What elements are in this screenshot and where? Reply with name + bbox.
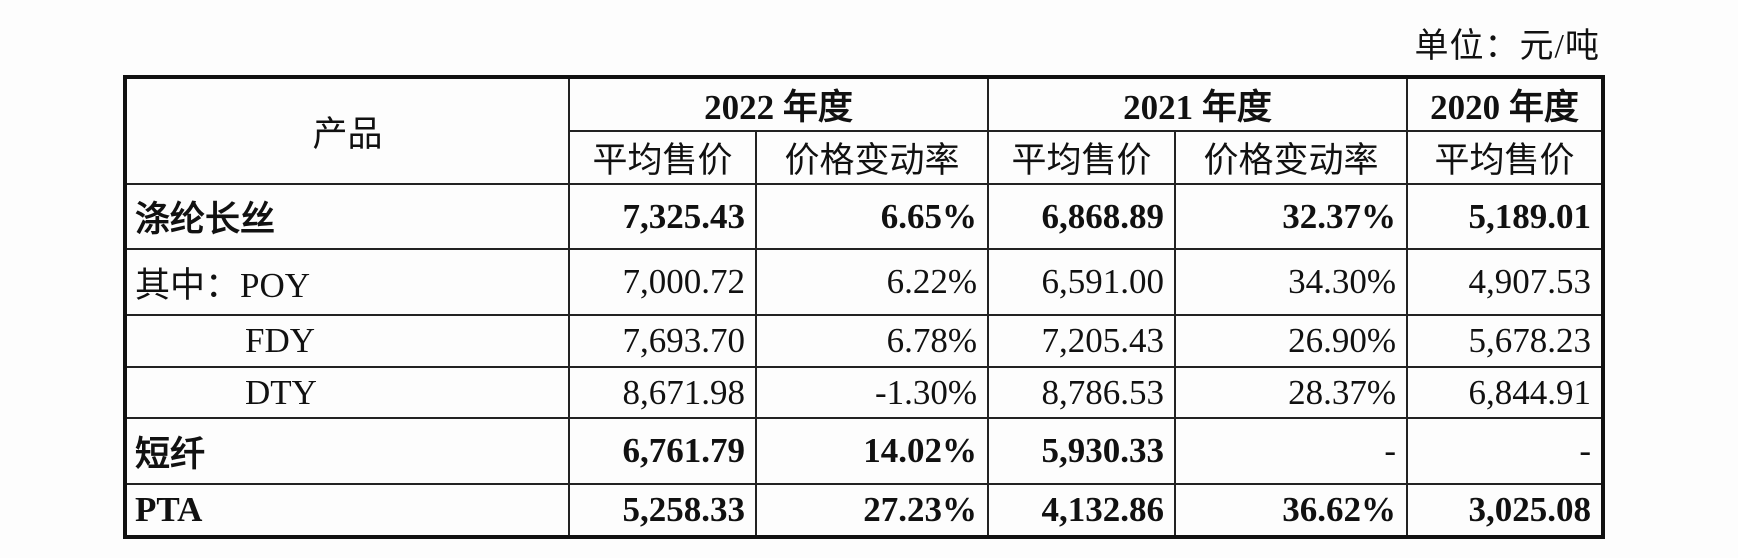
cell: 4,132.86 xyxy=(987,482,1177,539)
cell: 5,189.01 xyxy=(1406,182,1605,251)
cell: 7,000.72 xyxy=(568,248,757,316)
cell: 5,930.33 xyxy=(987,417,1177,485)
cell: 6,591.00 xyxy=(987,248,1177,316)
cell: 3,025.08 xyxy=(1406,482,1605,539)
unit-label: 单位：元/吨 xyxy=(1414,28,1600,65)
header-change-rate-2022: 价格变动率 xyxy=(754,130,990,185)
header-year-2022: 2022 年度 xyxy=(567,76,990,132)
cell: 6,844.91 xyxy=(1406,365,1605,420)
row-label: 其中：POY xyxy=(124,248,570,316)
table-row: PTA 5,258.33 27.23% 4,132.86 36.62% 3,02… xyxy=(124,482,1605,539)
header-avg-price-2020: 平均售价 xyxy=(1406,130,1605,185)
table-row: 短纤 6,761.79 14.02% 5,930.33 - - xyxy=(124,417,1605,485)
header-year-2021: 2021 年度 xyxy=(987,76,1409,132)
cell: 8,671.98 xyxy=(568,365,757,420)
table-row: FDY 7,693.70 6.78% 7,205.43 26.90% 5,678… xyxy=(124,313,1605,368)
cell: 6.22% xyxy=(754,248,990,316)
cell: 28.37% xyxy=(1174,365,1409,420)
cell: 7,205.43 xyxy=(987,313,1177,368)
header-row-metrics: 平均售价 价格变动率 平均售价 价格变动率 平均售价 xyxy=(125,130,1605,185)
header-change-rate-2021: 价格变动率 xyxy=(1174,130,1409,185)
cell: 5,258.33 xyxy=(568,482,757,539)
price-table: 产品 2022 年度 2021 年度 2020 年度 平均售价 价格变动率 平均… xyxy=(123,75,1606,539)
header-year-2020: 2020 年度 xyxy=(1406,76,1605,132)
header-avg-price-2022: 平均售价 xyxy=(568,130,757,185)
header-avg-price-2021: 平均售价 xyxy=(987,130,1177,185)
row-label: FDY xyxy=(124,313,570,368)
cell: -1.30% xyxy=(754,365,990,420)
cell: 5,678.23 xyxy=(1406,313,1605,368)
row-label: PTA xyxy=(124,482,570,539)
cell: 6.78% xyxy=(754,313,990,368)
cell: 8,786.53 xyxy=(987,365,1177,420)
cell: 27.23% xyxy=(754,482,990,539)
cell: 4,907.53 xyxy=(1406,248,1605,316)
header-product: 产品 xyxy=(124,76,570,185)
cell: 6,761.79 xyxy=(568,417,757,485)
cell: 32.37% xyxy=(1174,182,1409,251)
row-label: DTY xyxy=(124,365,570,420)
cell: - xyxy=(1174,417,1409,485)
row-label: 短纤 xyxy=(124,417,570,485)
cell: - xyxy=(1406,417,1605,485)
cell: 36.62% xyxy=(1174,482,1409,539)
table-row: 其中：POY 7,000.72 6.22% 6,591.00 34.30% 4,… xyxy=(124,248,1605,316)
cell: 6,868.89 xyxy=(987,182,1177,251)
cell: 6.65% xyxy=(754,182,990,251)
row-label: 涤纶长丝 xyxy=(124,182,570,251)
cell: 7,693.70 xyxy=(568,313,757,368)
header-row-years: 产品 2022 年度 2021 年度 2020 年度 xyxy=(124,76,1605,185)
cell: 14.02% xyxy=(754,417,990,485)
cell: 7,325.43 xyxy=(568,182,757,251)
table-row: 涤纶长丝 7,325.43 6.65% 6,868.89 32.37% 5,18… xyxy=(124,182,1605,251)
cell: 34.30% xyxy=(1174,248,1409,316)
cell: 26.90% xyxy=(1174,313,1409,368)
table-row: DTY 8,671.98 -1.30% 8,786.53 28.37% 6,84… xyxy=(124,365,1605,420)
